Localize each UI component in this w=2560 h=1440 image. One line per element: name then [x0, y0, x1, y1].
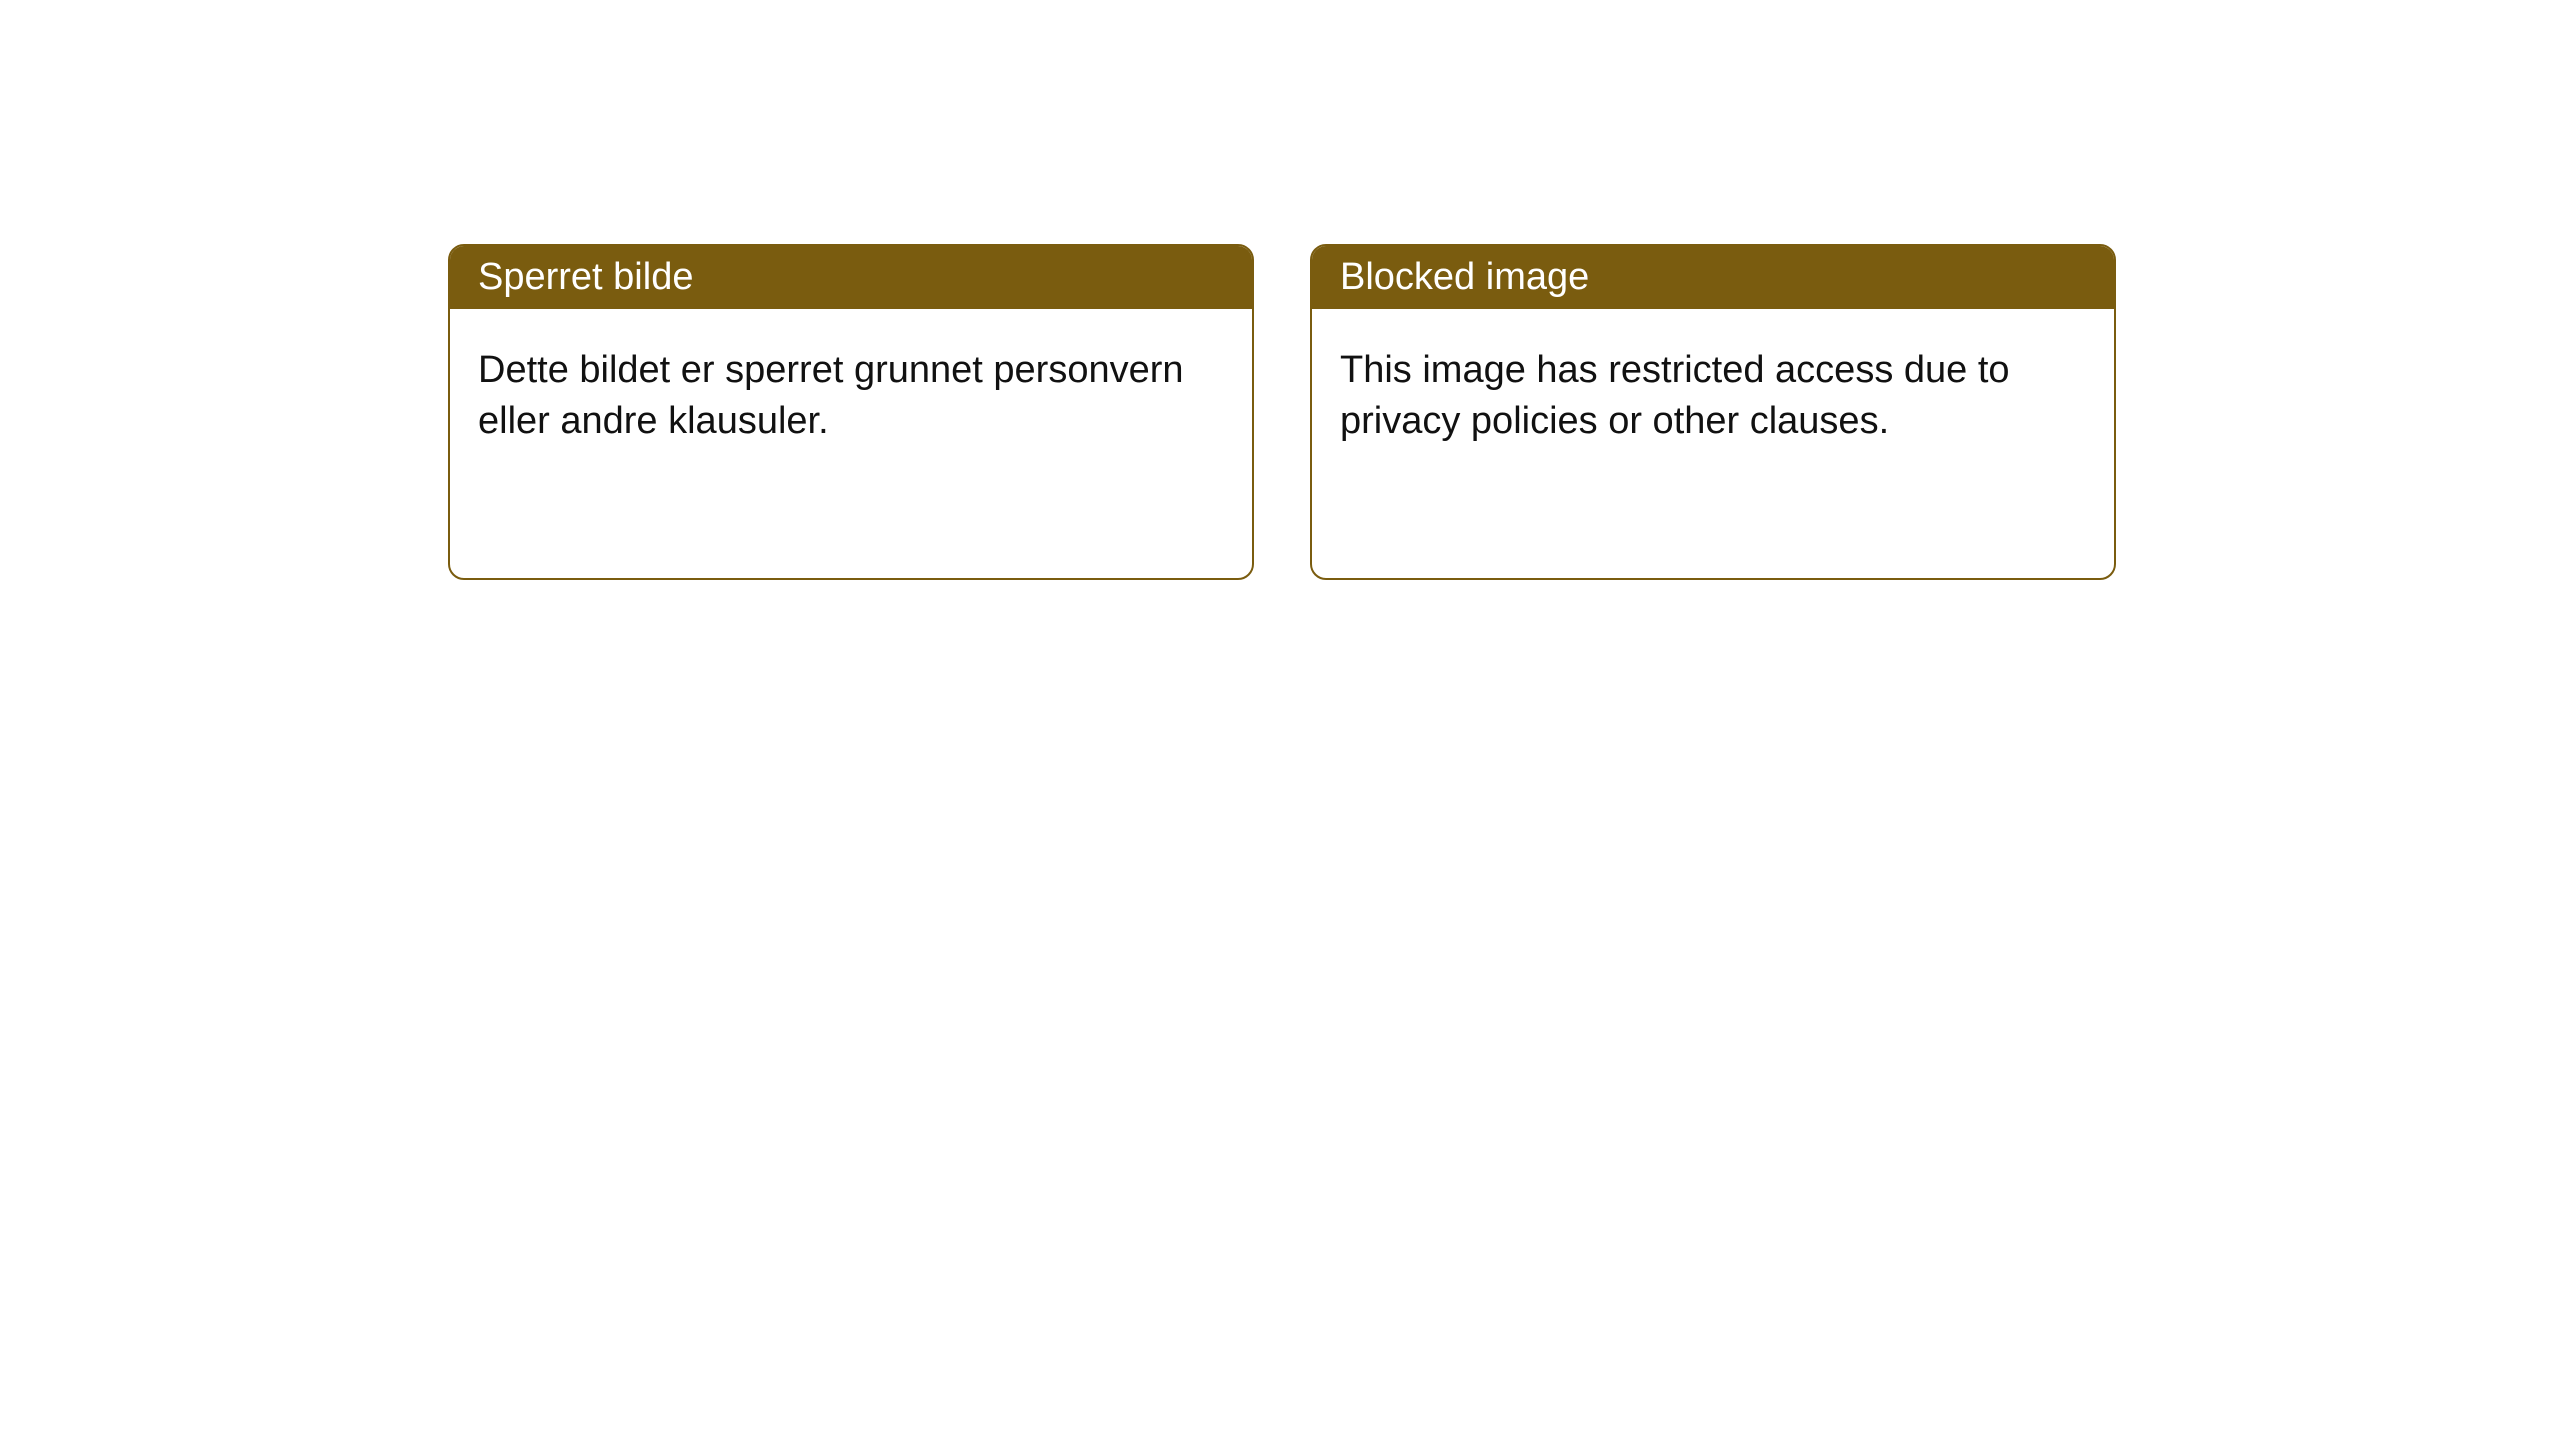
- card-header: Sperret bilde: [450, 246, 1252, 309]
- blocked-image-card-en: Blocked image This image has restricted …: [1310, 244, 2116, 580]
- card-header: Blocked image: [1312, 246, 2114, 309]
- card-title: Blocked image: [1340, 256, 1589, 298]
- card-body: This image has restricted access due to …: [1312, 309, 2114, 484]
- notice-container: Sperret bilde Dette bildet er sperret gr…: [0, 0, 2560, 580]
- blocked-image-card-no: Sperret bilde Dette bildet er sperret gr…: [448, 244, 1254, 580]
- card-body-text: Dette bildet er sperret grunnet personve…: [478, 349, 1184, 442]
- card-body: Dette bildet er sperret grunnet personve…: [450, 309, 1252, 484]
- card-body-text: This image has restricted access due to …: [1340, 349, 2010, 442]
- card-title: Sperret bilde: [478, 256, 693, 298]
